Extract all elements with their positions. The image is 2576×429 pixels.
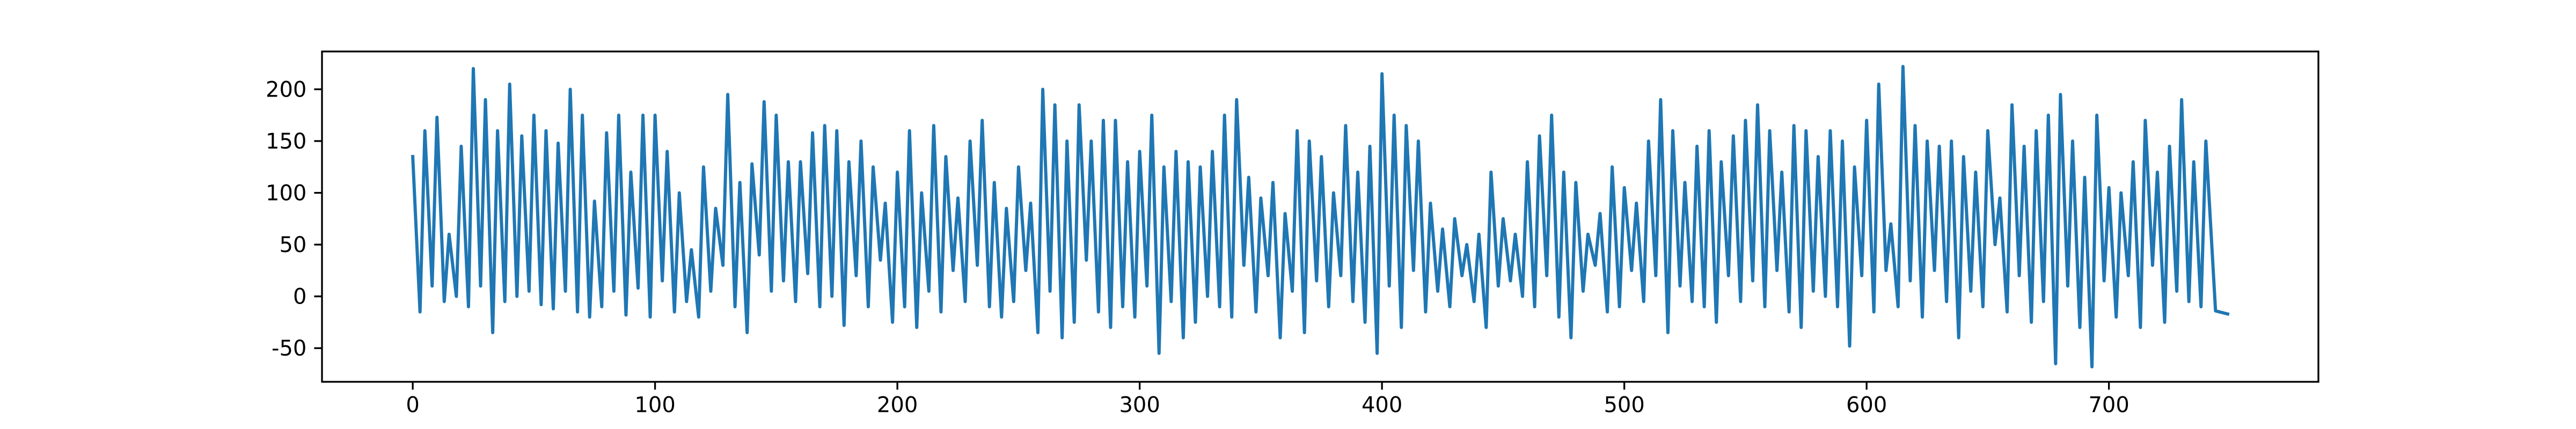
data-line: [411, 65, 2230, 368]
y-tick-label: 200: [266, 77, 306, 102]
x-tick-label: 700: [2088, 393, 2129, 418]
y-tick-label: -50: [272, 336, 306, 361]
y-tick-label: 100: [266, 181, 306, 206]
x-tick-label: 200: [877, 393, 918, 418]
x-tick-label: 300: [1119, 393, 1160, 418]
plot-frame: [321, 50, 2319, 383]
x-tick-label: 0: [406, 393, 419, 418]
x-tick-label: 100: [634, 393, 675, 418]
x-tick-label: 500: [1604, 393, 1644, 418]
x-tick-label: 600: [1846, 393, 1887, 418]
y-tick-label: 0: [293, 285, 306, 309]
x-tick-label: 400: [1362, 393, 1402, 418]
y-tick-label: 150: [266, 129, 306, 154]
y-tick-label: 50: [279, 233, 306, 257]
